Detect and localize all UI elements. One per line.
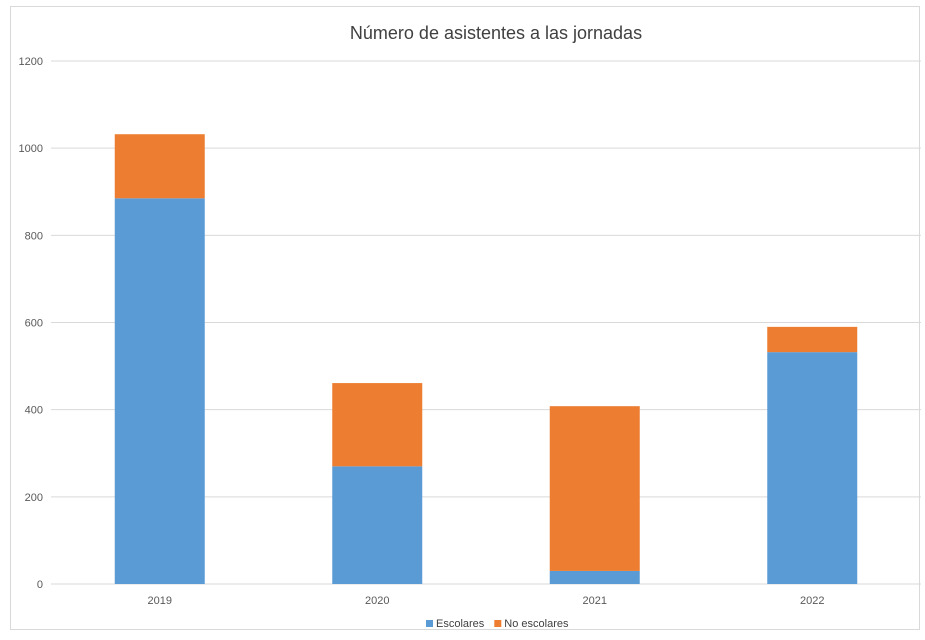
x-tick-label: 2021 xyxy=(583,595,607,607)
y-axis-tick-labels: 0 200 400 600 800 1000 1200 xyxy=(19,56,43,591)
legend: Escolares No escolares xyxy=(426,618,569,630)
x-tick-label: 2020 xyxy=(365,595,389,607)
bar-escolares-2019 xyxy=(114,198,205,584)
y-tick-label: 0 xyxy=(37,579,43,591)
x-tick-label: 2019 xyxy=(148,595,172,607)
bar-no-escolares-2020 xyxy=(332,383,423,467)
x-axis-tick-labels: 2019 2020 2021 2022 xyxy=(148,595,825,607)
x-tick-label: 2022 xyxy=(800,595,824,607)
y-tick-label: 1200 xyxy=(19,56,43,68)
legend-label: Escolares xyxy=(436,618,485,630)
y-tick-label: 200 xyxy=(25,492,43,504)
legend-swatch xyxy=(494,620,502,627)
legend-label: No escolares xyxy=(504,618,569,630)
chart-title: Número de asistentes a las jornadas xyxy=(350,23,642,43)
y-tick-label: 800 xyxy=(25,230,43,242)
legend-swatch xyxy=(426,620,433,627)
bar-no-escolares-2019 xyxy=(114,134,205,199)
bar-no-escolares-2021 xyxy=(549,406,640,571)
chart-container: Número de asistentes a las jornadas 0 200… xyxy=(10,6,921,630)
y-tick-label: 1000 xyxy=(19,143,43,155)
bar-escolares-2020 xyxy=(332,466,423,584)
y-tick-label: 400 xyxy=(25,405,43,417)
bar-no-escolares-2022 xyxy=(767,326,858,353)
stacked-bar-chart: Número de asistentes a las jornadas 0 200… xyxy=(19,23,921,630)
bars xyxy=(114,134,858,584)
bar-escolares-2021 xyxy=(549,570,640,584)
bar-escolares-2022 xyxy=(767,352,858,584)
y-tick-label: 600 xyxy=(25,318,43,330)
